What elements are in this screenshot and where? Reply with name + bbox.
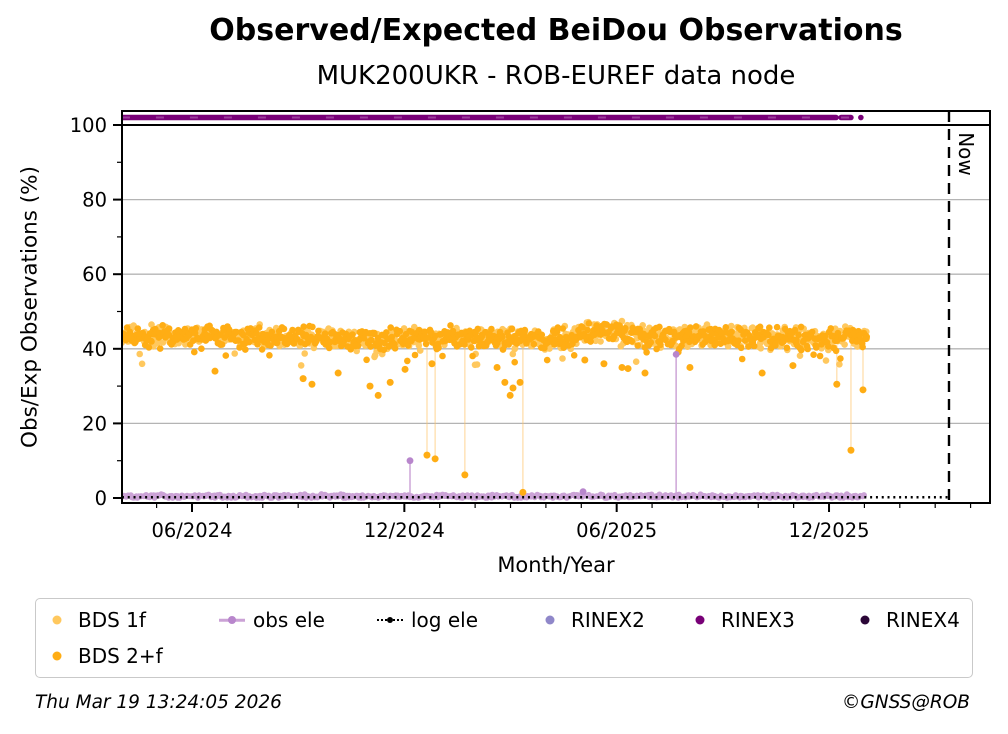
y-tick-label: 80 — [82, 189, 107, 212]
y-tick-label: 60 — [82, 263, 107, 286]
rinex4-marker-icon — [852, 615, 878, 625]
legend-label: BDS 2+f — [78, 644, 163, 668]
plot-border — [121, 110, 991, 504]
legend-item-obs-ele: obs ele — [219, 608, 377, 632]
y-tick-label: 100 — [70, 114, 107, 137]
axes-and-grid: 0 20 40 60 80 100 06/2024 12/2024 06/2025 12/2025 — [70, 114, 990, 542]
legend-label: log ele — [411, 608, 479, 632]
x-axis-label: Month/Year — [497, 553, 615, 577]
y-tick-label: 0 — [95, 487, 107, 510]
legend-label: RINEX4 — [886, 608, 960, 632]
legend-label: BDS 1f — [78, 608, 146, 632]
log-ele-marker-icon — [377, 615, 403, 625]
data-series — [123, 114, 949, 501]
bds-1f-marker-icon — [44, 615, 70, 625]
legend-item-bds-2-f: BDS 2+f — [44, 644, 219, 668]
x-tick-label: 12/2025 — [789, 519, 870, 542]
x-tick-label: 06/2025 — [576, 519, 657, 542]
rinex2-marker-icon — [537, 615, 563, 625]
credit-watermark: ©GNSS@ROB — [841, 692, 970, 713]
legend-row-2: BDS 2+f — [44, 638, 972, 674]
legend-item-bds-1f: BDS 1f — [44, 608, 219, 632]
legend-item-log-ele: log ele — [377, 608, 537, 632]
legend-label: RINEX2 — [571, 608, 645, 632]
legend-row-1: BDS 1f obs ele log ele RINEX2 RINEX3 RINEX4 — [44, 602, 972, 638]
legend-item-rinex4: RINEX4 — [852, 608, 972, 632]
legend-label: RINEX3 — [721, 608, 795, 632]
series-bds-2-f — [123, 320, 870, 493]
legend-item-rinex3: RINEX3 — [687, 608, 852, 632]
chart-subtitle: MUK200UKR - ROB-EUREF data node — [316, 61, 796, 91]
legend-item-rinex2: RINEX2 — [537, 608, 687, 632]
x-tick-label: 06/2024 — [151, 519, 232, 542]
y-tick-label: 40 — [82, 338, 107, 361]
y-axis-label: Obs/Exp Observations (%) — [17, 166, 43, 448]
y-tick-label: 20 — [82, 412, 107, 435]
rinex3-marker-icon — [687, 615, 713, 625]
series-obs-ele — [123, 354, 867, 501]
chart-title: Observed/Expected BeiDou Observations — [209, 13, 903, 48]
now-label: Now — [954, 132, 978, 176]
obs-ele-marker-icon — [219, 615, 245, 625]
series-rinex3 — [123, 114, 864, 121]
outlier-points — [211, 350, 867, 496]
legend: BDS 1f obs ele log ele RINEX2 RINEX3 RINEX4 B… — [35, 598, 973, 678]
legend-label: obs ele — [253, 608, 325, 632]
bds-2-f-marker-icon — [44, 651, 70, 661]
timestamp: Thu Mar 19 13:24:05 2026 — [35, 692, 282, 713]
x-tick-label: 12/2024 — [364, 519, 445, 542]
